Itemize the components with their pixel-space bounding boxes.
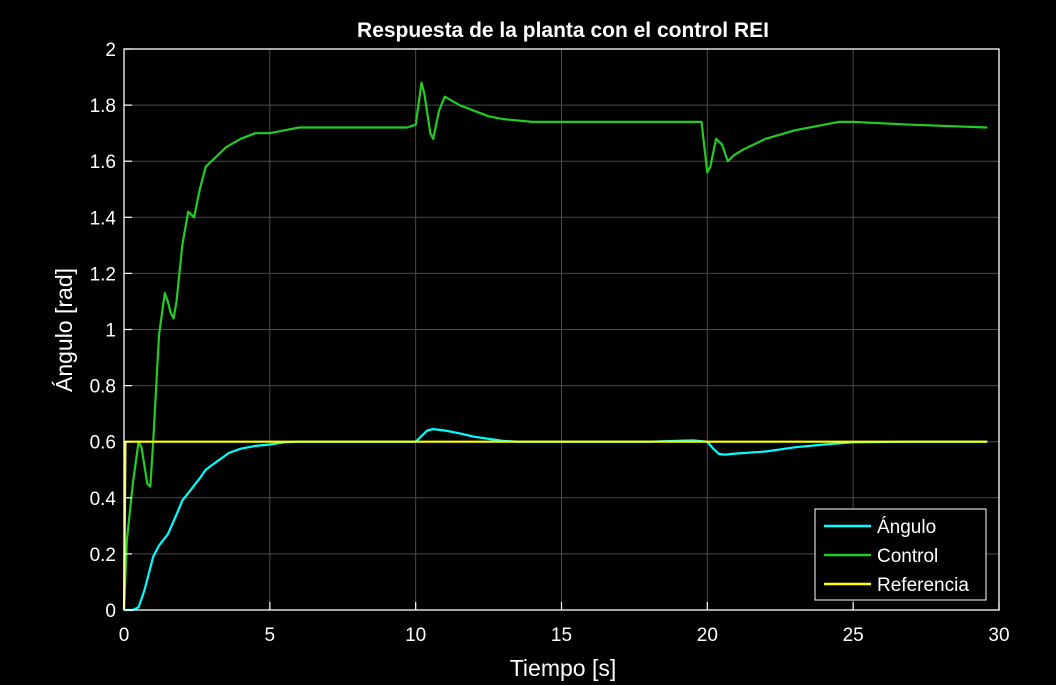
- y-tick-label: 0: [105, 601, 116, 622]
- x-tick-label: 25: [843, 625, 864, 646]
- y-tick-label: 0.4: [90, 489, 117, 510]
- y-tick-label: 1.4: [90, 208, 117, 229]
- y-tick-label: 0.6: [90, 433, 116, 454]
- y-tick-label: 1.2: [90, 264, 116, 285]
- series-line: [122, 81, 988, 611]
- y-tick-label: 1.8: [90, 96, 116, 117]
- legend[interactable]: Ángulo Control Referencia: [814, 508, 987, 601]
- y-tick-label: 0.8: [90, 377, 116, 398]
- chart-title: Respuesta de la planta con el control RE…: [357, 19, 769, 42]
- legend-label: Control: [877, 546, 938, 567]
- legend-label: Ángulo: [877, 517, 936, 538]
- y-tick-label: 1.6: [90, 152, 116, 173]
- x-tick-label: 30: [988, 625, 1009, 646]
- y-tick-label: 2: [105, 40, 116, 61]
- y-tick-label: 1: [105, 321, 116, 342]
- y-axis-label: Ángulo [rad]: [51, 268, 77, 392]
- axis-ticks: 0 5 10 15 20 25 30 0 0.2 0.4 0.6 0.8 1 1.2 1.4 1.6 1.8 2: [90, 40, 1010, 646]
- x-tick-label: 5: [265, 625, 276, 646]
- x-tick-label: 20: [697, 625, 718, 646]
- x-tick-label: 15: [551, 625, 572, 646]
- series-line: [124, 428, 988, 612]
- x-tick-label: 0: [119, 625, 130, 646]
- x-tick-label: 10: [405, 625, 426, 646]
- y-tick-label: 0.2: [90, 545, 116, 566]
- legend-label: Referencia: [877, 575, 969, 596]
- x-axis-label: Tiempo [s]: [510, 655, 617, 681]
